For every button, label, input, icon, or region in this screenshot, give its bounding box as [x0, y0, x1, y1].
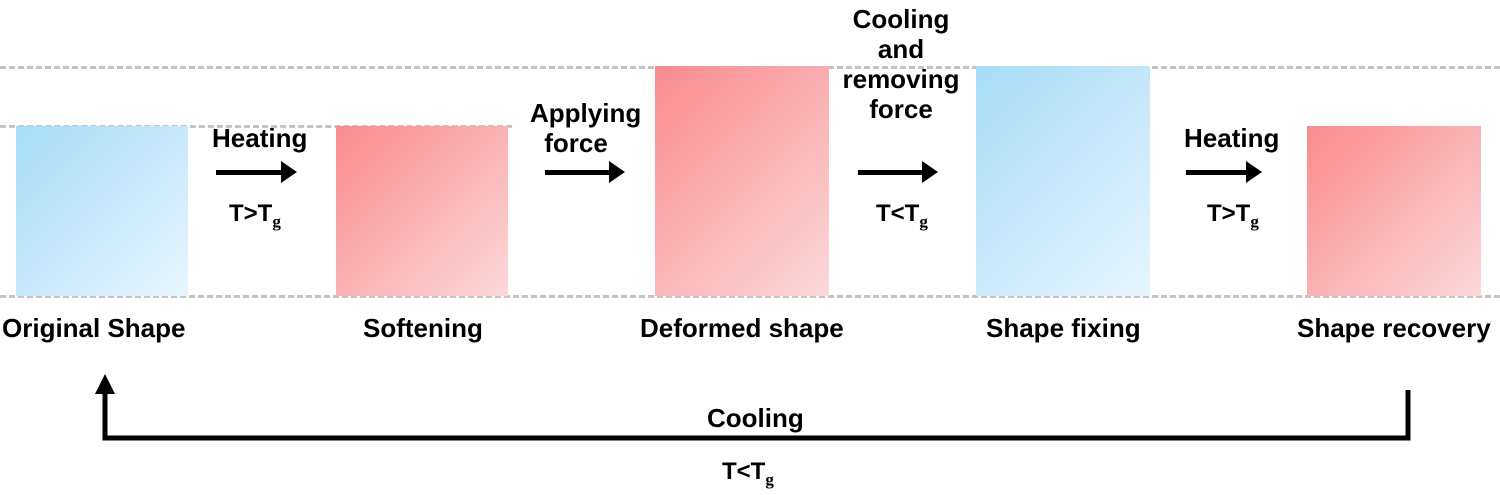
original-shape-box [16, 126, 188, 296]
cooling-removing-condition: T<Tg [876, 200, 928, 231]
shape-fixing-box [976, 66, 1150, 296]
stage-label-softening: Softening [363, 313, 483, 343]
heating-2-arrow [1186, 161, 1262, 183]
cooling-removing-label: Cooling and removing force [842, 4, 960, 124]
heating-1-condition: T>Tg [229, 200, 281, 231]
heating-1-arrow [216, 161, 297, 183]
cooling-removing-arrow [858, 161, 938, 183]
loop-cooling-label: Cooling [707, 403, 804, 433]
loop-condition: T<Tg [722, 458, 774, 489]
heating-1-label: Heating [212, 123, 308, 153]
stage-label-recovery: Shape recovery [1297, 313, 1491, 343]
deformed-shape-box [655, 66, 829, 296]
stage-label-original: Original Shape [2, 313, 186, 343]
heating-2-label: Heating [1184, 123, 1280, 153]
softening-box [336, 126, 508, 296]
heating-2-condition: T>Tg [1207, 200, 1259, 231]
stage-label-deformed: Deformed shape [640, 313, 844, 343]
stage-label-fixing: Shape fixing [986, 313, 1141, 343]
mid-guide-line [0, 125, 512, 128]
applying-force-arrow [545, 161, 625, 183]
bottom-guide-line [0, 295, 1500, 298]
loop-arrowhead [95, 374, 115, 394]
shape-recovery-box [1307, 126, 1481, 296]
